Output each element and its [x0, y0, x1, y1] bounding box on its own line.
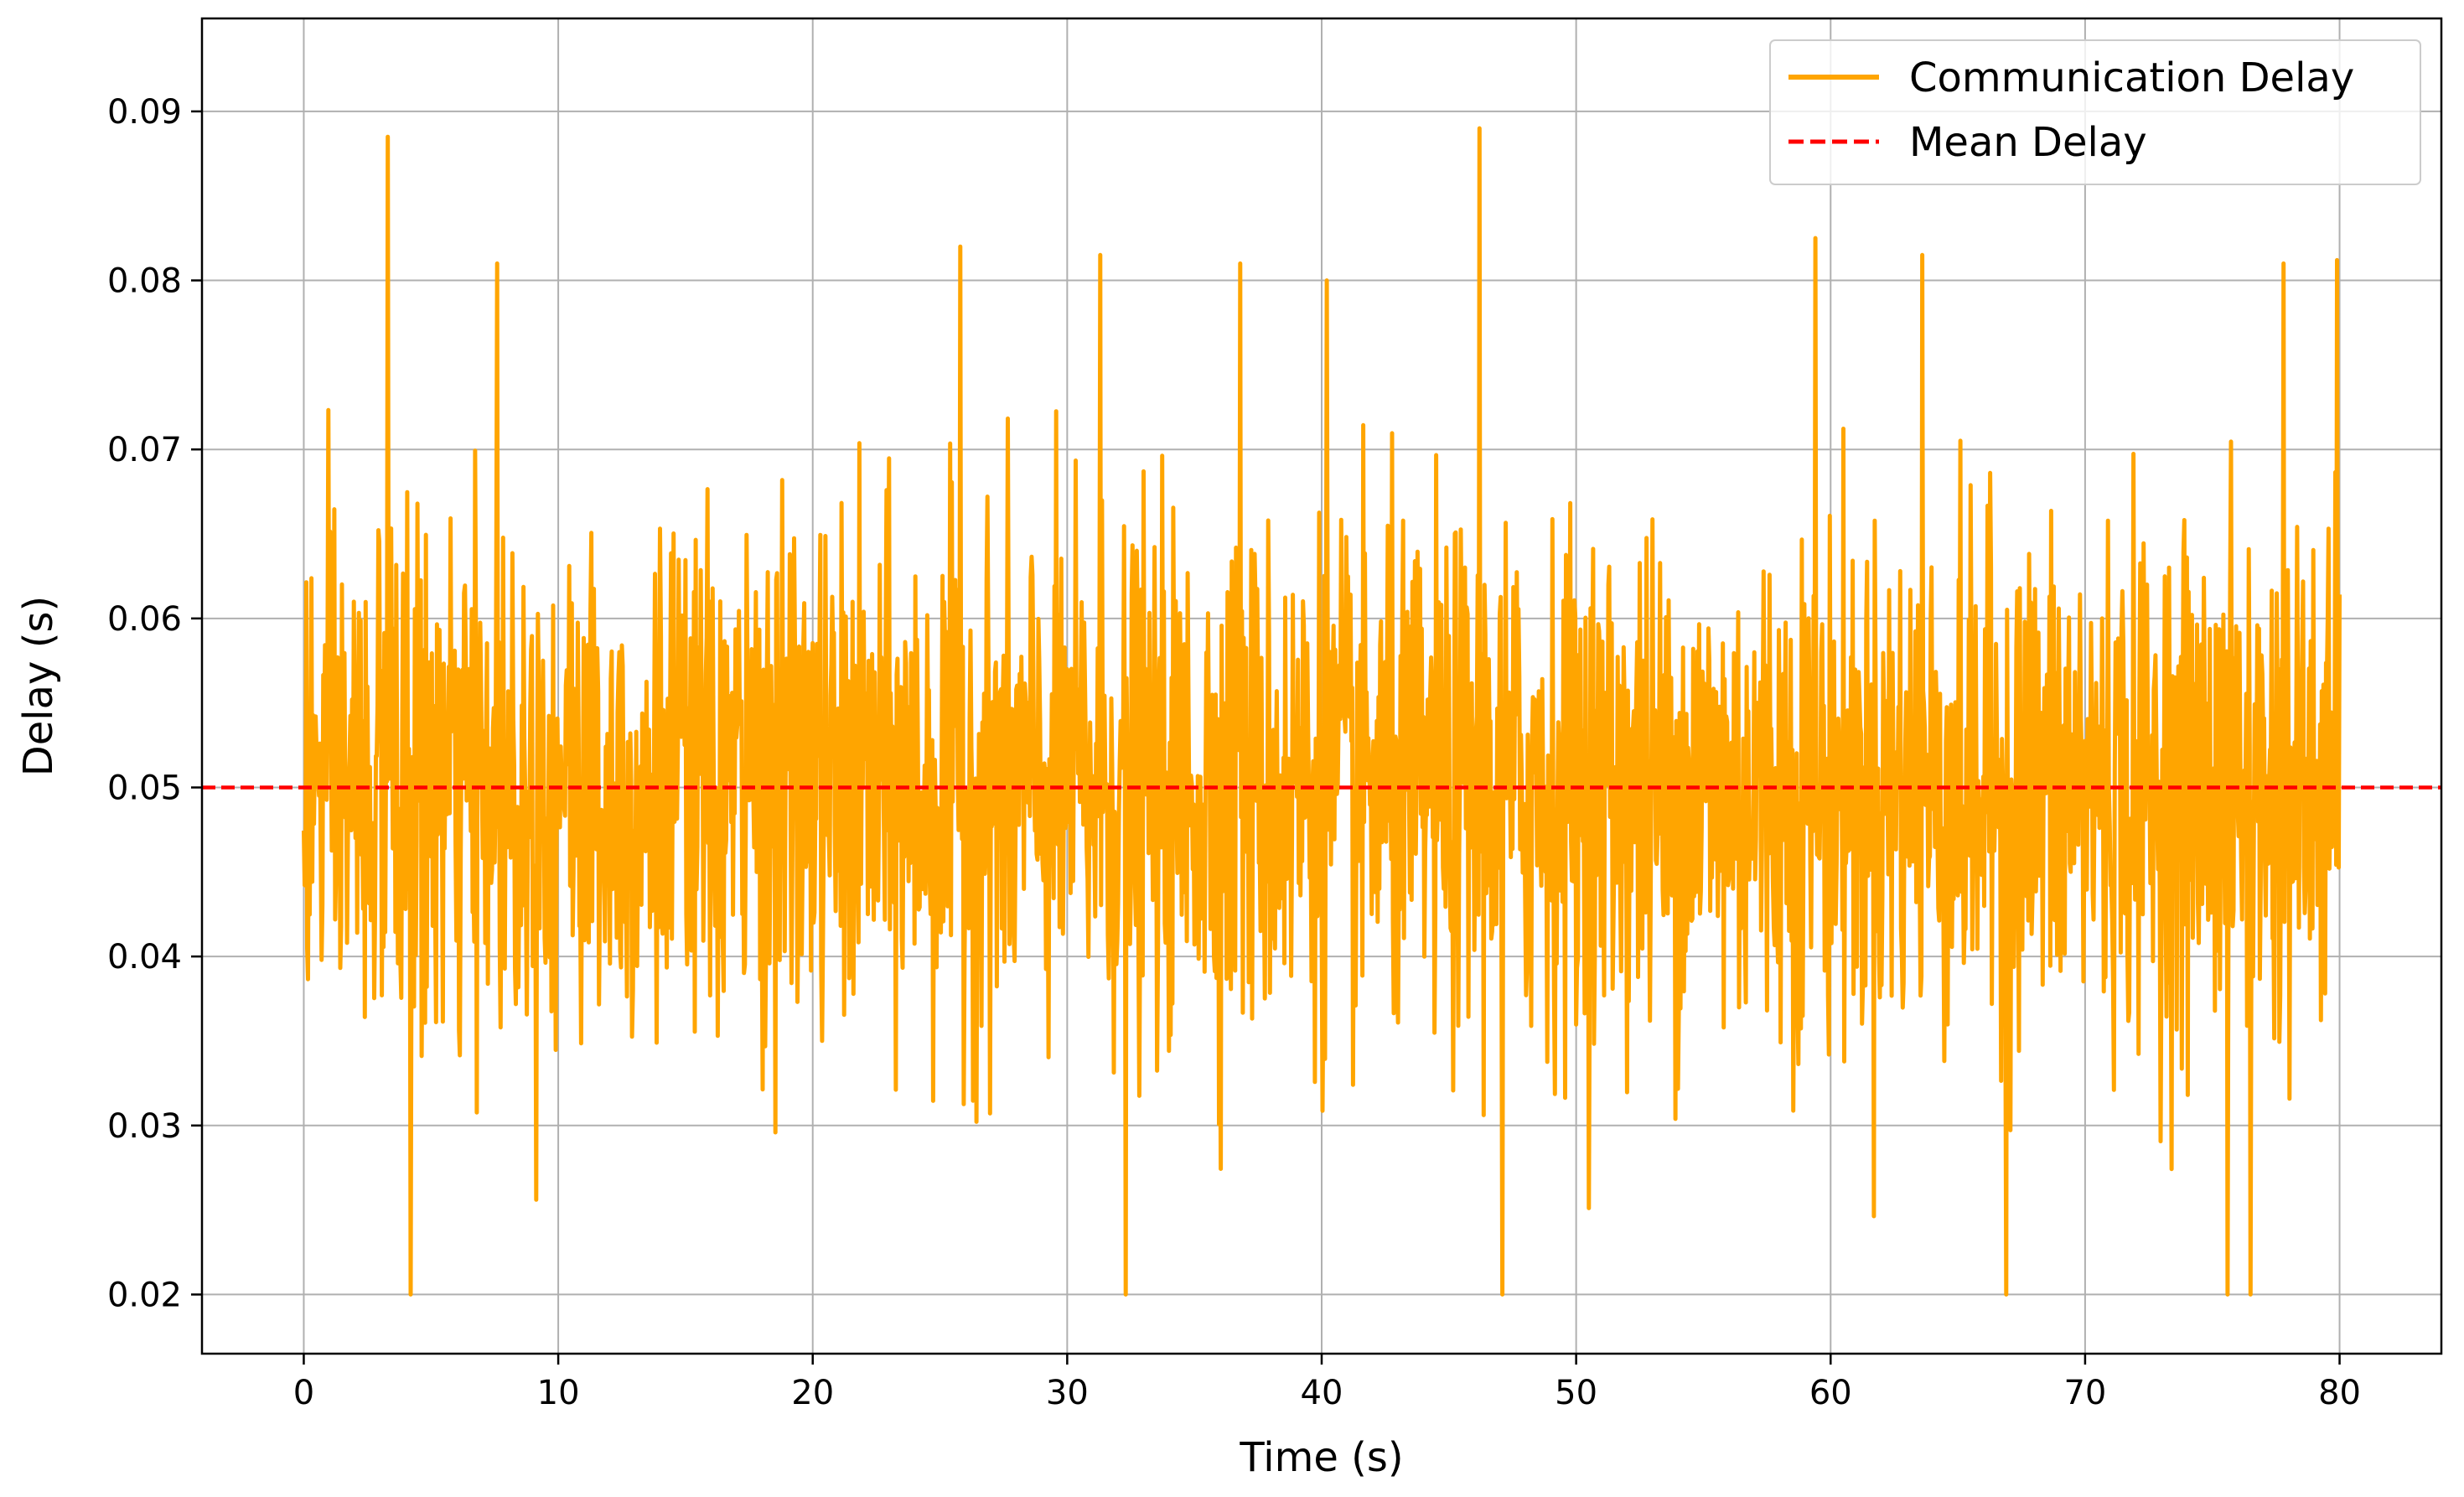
x-tick-label: 20: [791, 1374, 834, 1412]
x-tick-label: 50: [1555, 1374, 1597, 1412]
x-tick-label: 0: [293, 1374, 314, 1412]
x-tick-label: 70: [2063, 1374, 2106, 1412]
plot-data: [202, 126, 2441, 1297]
y-tick-label: 0.06: [107, 600, 182, 639]
y-axis: 0.02 0.03 0.04 0.05 0.06 0.07 0.08 0.09: [107, 93, 202, 1314]
y-tick-label: 0.04: [107, 938, 182, 976]
x-axis: 0 10 20 30 40 50 60 70 80: [293, 1354, 2361, 1412]
legend: Communication Delay Mean Delay: [1769, 39, 2421, 185]
legend-label-mean-delay: Mean Delay: [1909, 119, 2147, 166]
x-axis-label: Time (s): [1239, 1434, 1403, 1481]
x-tick-label: 10: [537, 1374, 580, 1412]
series-communication-delay: [302, 126, 2342, 1297]
legend-label-communication-delay: Communication Delay: [1909, 54, 2354, 101]
y-tick-label: 0.08: [107, 262, 182, 301]
y-tick-label: 0.03: [107, 1107, 182, 1146]
x-tick-label: 40: [1301, 1374, 1343, 1412]
x-tick-label: 30: [1046, 1374, 1089, 1412]
y-tick-label: 0.05: [107, 769, 182, 807]
x-tick-label: 80: [2318, 1374, 2361, 1412]
grid: [202, 18, 2441, 1354]
y-tick-label: 0.07: [107, 431, 182, 469]
x-tick-label: 60: [1809, 1374, 1852, 1412]
y-tick-label: 0.02: [107, 1276, 182, 1314]
y-axis-label: Delay (s): [15, 596, 62, 776]
legend-box: [1769, 39, 2421, 185]
y-tick-label: 0.09: [107, 93, 182, 132]
